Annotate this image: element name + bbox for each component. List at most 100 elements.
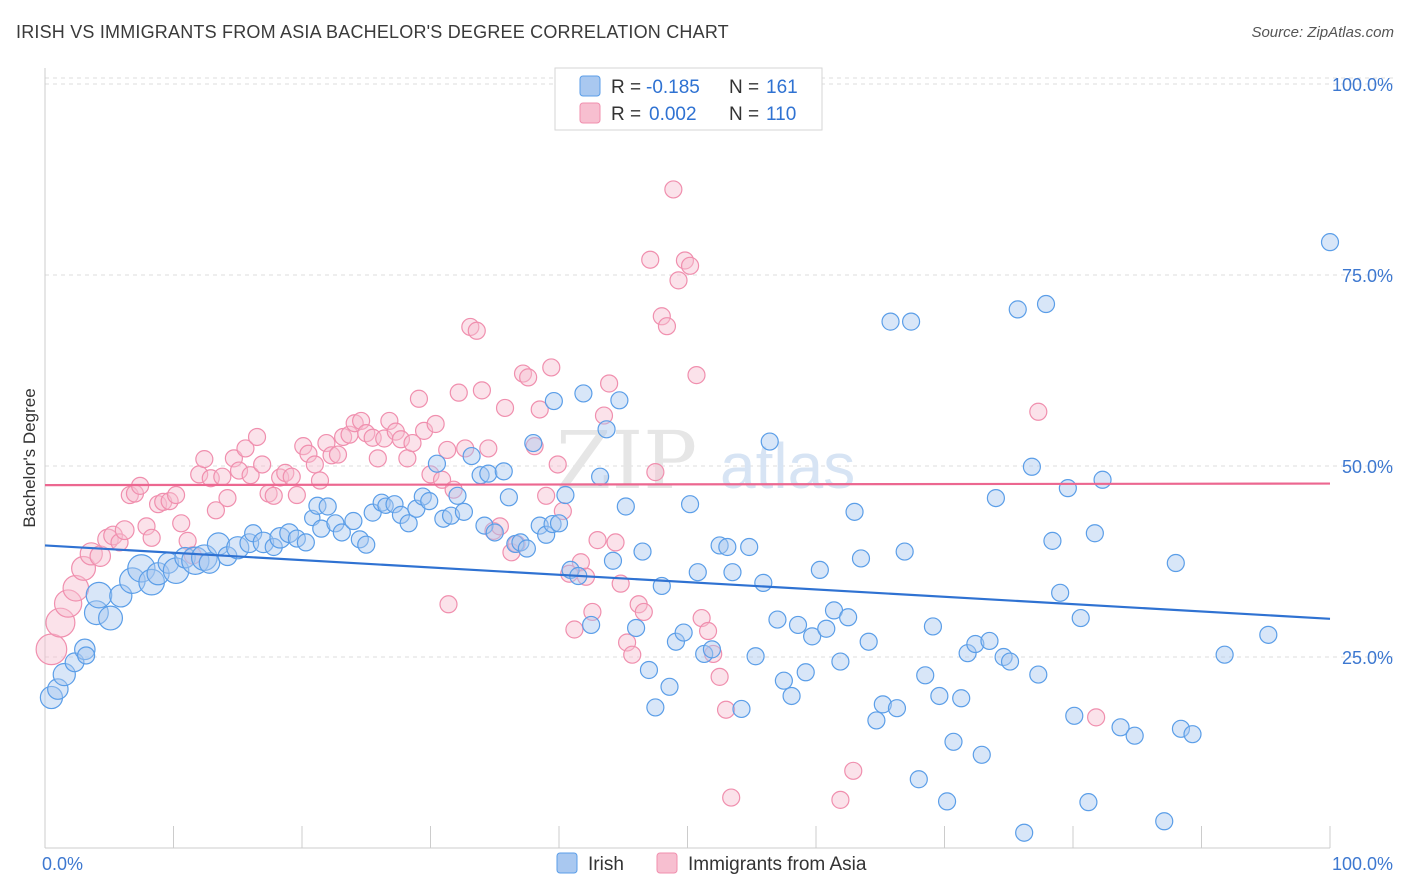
legend-n-value-asia: 110 — [766, 104, 796, 125]
data-point — [1166, 553, 1185, 573]
data-point — [472, 381, 491, 400]
data-point — [83, 600, 109, 626]
data-point — [669, 271, 688, 290]
data-point — [1259, 625, 1278, 644]
legend-r-label-irish: R = — [611, 77, 641, 98]
trend-lines — [44, 482, 1331, 620]
data-point — [368, 449, 387, 468]
legend-r-label-asia: R = — [611, 104, 641, 125]
data-point — [420, 492, 439, 511]
data-point — [229, 461, 249, 480]
data-point — [666, 632, 686, 651]
data-point — [305, 455, 324, 474]
data-point — [252, 531, 275, 554]
y-axis-label: Bachelor's Degree — [20, 388, 39, 527]
data-point — [449, 383, 468, 402]
data-point — [247, 427, 267, 447]
data-point — [698, 621, 718, 641]
data-point — [710, 667, 729, 686]
data-point — [1065, 706, 1084, 725]
data-point — [537, 525, 556, 544]
legend-swatch-irish — [579, 75, 601, 97]
data-point — [398, 449, 417, 468]
series-legend: Irish Immigrants from Asia — [556, 852, 867, 875]
data-point — [859, 632, 878, 651]
data-point — [687, 365, 706, 385]
data-point — [85, 581, 113, 609]
data-point — [588, 531, 607, 550]
data-point — [909, 770, 928, 789]
data-point — [1171, 719, 1191, 738]
data-point — [740, 537, 759, 557]
data-point — [45, 607, 76, 638]
data-point — [542, 358, 561, 377]
data-point — [1043, 531, 1062, 550]
data-point — [582, 615, 601, 635]
data-point — [916, 666, 935, 685]
data-point — [702, 640, 722, 659]
data-point — [462, 446, 481, 466]
data-point — [760, 432, 779, 451]
data-point — [565, 620, 584, 639]
data-point — [652, 307, 671, 326]
data-point — [467, 321, 486, 340]
data-point — [172, 514, 191, 533]
data-point — [1071, 608, 1090, 628]
data-point — [839, 608, 858, 627]
x-tick-labels: 0.0% 100.0% — [42, 854, 1393, 874]
data-point — [74, 638, 96, 661]
data-point — [722, 788, 741, 807]
y-tick-label: 100.0% — [1332, 75, 1393, 95]
data-point — [299, 444, 318, 463]
irish-points — [39, 233, 1340, 842]
data-point — [218, 488, 237, 508]
data-point — [549, 514, 569, 533]
data-point — [282, 467, 301, 486]
data-point — [718, 537, 737, 557]
y-tick-label: 25.0% — [1342, 648, 1393, 668]
data-point — [1215, 645, 1234, 664]
data-point — [1093, 470, 1112, 489]
data-point — [972, 745, 991, 764]
data-point — [98, 605, 124, 631]
data-point — [873, 695, 892, 714]
data-point — [723, 563, 742, 582]
data-point — [803, 627, 822, 646]
data-point — [657, 317, 677, 336]
data-point — [399, 514, 418, 533]
bottom-legend-label-asia: Immigrants from Asia — [688, 854, 867, 875]
data-point — [660, 677, 679, 696]
data-point — [944, 732, 963, 751]
data-point — [236, 439, 255, 458]
data-point — [603, 551, 623, 570]
data-point — [817, 619, 836, 638]
y-tick-label: 75.0% — [1342, 266, 1393, 286]
data-point — [623, 645, 642, 664]
trend-line-irish — [44, 544, 1331, 620]
legend-r-value-irish: -0.185 — [646, 77, 700, 98]
data-point — [253, 455, 272, 474]
data-point — [103, 525, 124, 546]
data-point — [195, 450, 214, 469]
data-point — [517, 539, 536, 558]
data-point — [438, 440, 457, 460]
bottom-legend-swatch-irish — [556, 852, 578, 874]
data-point — [287, 529, 306, 548]
stats-legend: R = -0.185 N = 161 R = 0.002 N = 110 — [554, 67, 823, 131]
trend-line-asia — [44, 482, 1331, 487]
data-point — [494, 462, 513, 481]
data-point — [318, 497, 337, 516]
data-point — [485, 523, 504, 542]
data-point — [454, 502, 474, 521]
data-point — [958, 644, 977, 663]
data-point — [986, 488, 1006, 508]
data-point — [1036, 294, 1056, 314]
data-point — [597, 420, 616, 439]
bottom-legend-swatch-asia — [656, 852, 678, 874]
data-point — [831, 790, 850, 809]
data-point — [308, 496, 327, 515]
data-point — [206, 501, 226, 520]
data-point — [937, 792, 957, 811]
data-point — [1022, 457, 1041, 476]
